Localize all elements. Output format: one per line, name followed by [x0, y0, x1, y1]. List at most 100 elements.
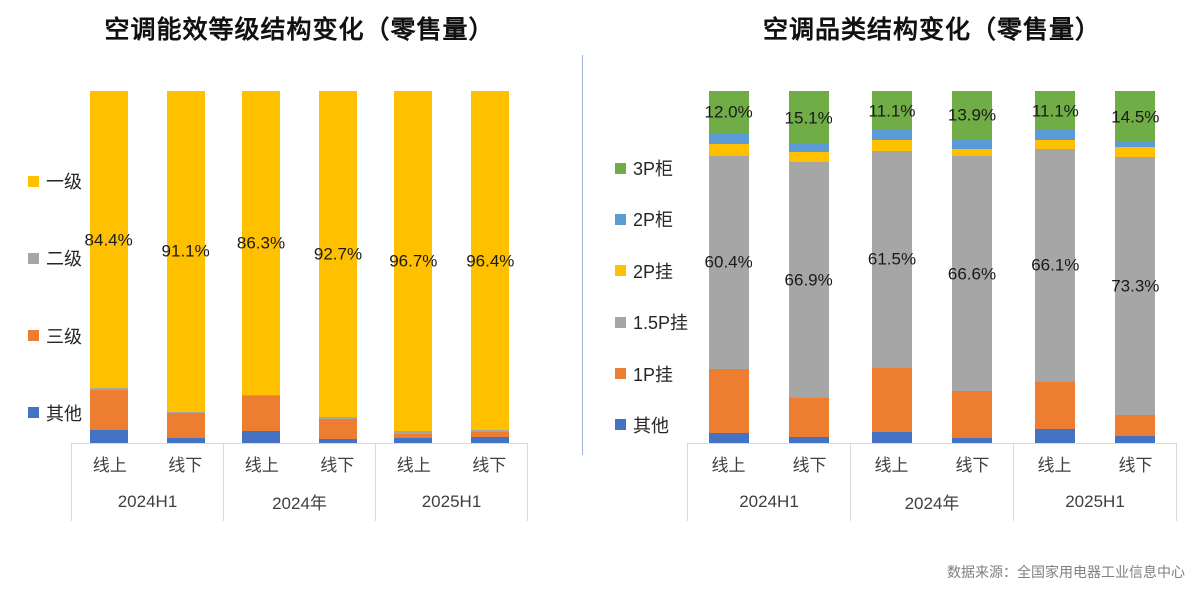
legend-label: 1P挂 — [633, 364, 674, 385]
bar-segment-二级 — [318, 417, 357, 420]
bar-segment-1.5P挂 — [1035, 149, 1076, 382]
bar-segment-三级 — [394, 433, 433, 439]
category-axis: 线上 线下 2024H1 线上 线下 2024年 线上 线下 2025H1 — [687, 443, 1177, 521]
stacked-bar: 96.4% — [466, 91, 514, 443]
bar-segment-其他 — [89, 429, 128, 443]
stacked-bar: 91.1% — [162, 91, 210, 443]
stacked-bar: 60.4% 12.0% — [705, 91, 753, 443]
bar-segment-一级 — [166, 91, 205, 412]
legend-label: 其他 — [46, 403, 82, 424]
data-label: 86.3% — [236, 233, 286, 253]
bar-segment-2P柜 — [1035, 130, 1076, 140]
legend-item: 1P挂 — [615, 363, 688, 385]
bar-segment-2P柜 — [951, 139, 992, 149]
axis-sublabel: 线下 — [320, 455, 355, 475]
data-label: 96.4% — [466, 251, 515, 271]
axis-group: 线上 线下 2024年 — [850, 444, 1013, 521]
legend-item: 2P挂 — [615, 260, 688, 282]
axis-sublabel: 线下 — [955, 455, 990, 475]
bar-segment-其他 — [1115, 436, 1156, 443]
legend-item: 其他 — [28, 402, 82, 424]
legend-item: 二级 — [28, 247, 82, 269]
bar-group: 61.5% 11.1% 66.6% 13.9% — [850, 91, 1013, 443]
stacked-bar: 86.3% — [237, 91, 285, 443]
bar-segment-1.5P挂 — [951, 156, 992, 391]
legend-label: 三级 — [46, 326, 82, 347]
bar-segment-1P挂 — [871, 367, 912, 433]
legend-swatch-icon — [615, 265, 626, 277]
axis-sublabel: 线下 — [1118, 455, 1153, 475]
bar-segment-3P柜 — [871, 91, 912, 131]
bar-segment-2P挂 — [708, 144, 749, 157]
bar-segment-一级 — [394, 91, 433, 432]
data-label: 14.5% — [1111, 107, 1160, 127]
bar-segment-3P柜 — [1115, 91, 1156, 143]
bar-segment-1P挂 — [1035, 381, 1076, 429]
data-label: 61.5% — [867, 249, 917, 269]
data-label: 11.1% — [1031, 101, 1079, 121]
bar-segment-3P柜 — [708, 91, 749, 134]
bar-segment-其他 — [1035, 428, 1076, 443]
axis-sublabel: 线下 — [792, 455, 827, 475]
bar-segment-其他 — [951, 438, 992, 443]
legend-label: 一级 — [46, 172, 82, 192]
bar-segment-二级 — [89, 388, 128, 390]
stacked-bar: 92.7% — [314, 91, 362, 443]
bar-group: 86.3% 92.7% — [223, 91, 375, 443]
bar-segment-2P挂 — [788, 152, 829, 163]
bar-segment-三级 — [241, 396, 280, 432]
bar-segment-一级 — [241, 91, 280, 395]
chart-panel-product-category: 空调品类结构变化（零售量） 3P柜 2P柜 2P挂 1.5P挂 1P挂 其他 60.4% 1… — [590, 0, 1200, 593]
bar-segment-一级 — [471, 91, 510, 431]
axis-group-label: 2024H1 — [739, 491, 799, 511]
legend: 3P柜 2P柜 2P挂 1.5P挂 1P挂 其他 — [615, 157, 688, 436]
axis-group-label: 2025H1 — [1065, 491, 1125, 511]
stacked-bar: 73.3% 14.5% — [1111, 91, 1159, 443]
axis-sublabel: 线下 — [472, 455, 507, 475]
bar-segment-1P挂 — [1115, 415, 1156, 437]
axis-group: 线上 线下 2025H1 — [1013, 444, 1177, 521]
stacked-bar: 66.6% 13.9% — [948, 91, 996, 443]
bar-group: 66.1% 11.1% 73.3% 14.5% — [1014, 91, 1177, 443]
bar-segment-其他 — [241, 431, 280, 443]
data-label: 11.1% — [868, 101, 916, 121]
axis-group-label: 2024年 — [272, 494, 327, 513]
bar-segment-1.5P挂 — [871, 151, 912, 368]
stacked-bar: 61.5% 11.1% — [868, 91, 916, 443]
data-label: 92.7% — [313, 244, 363, 264]
axis-sublabel-row: 线上 线下 — [376, 444, 527, 482]
legend-label: 2P柜 — [633, 210, 674, 231]
chart-title: 空调品类结构变化（零售量） — [762, 16, 1101, 44]
bar-segment-二级 — [166, 411, 205, 413]
bar-segment-1P挂 — [708, 368, 749, 434]
bar-segment-2P柜 — [788, 144, 829, 153]
legend-swatch-icon — [28, 252, 39, 264]
bar-segment-1P挂 — [951, 390, 992, 439]
data-label: 66.9% — [784, 270, 833, 290]
axis-sublabel-row: 线上 线下 — [72, 444, 223, 482]
plot-area: 60.4% 12.0% 66.9% 15.1% 61.5% 11.1% 66.6% 13.9%… — [687, 91, 1177, 443]
legend-item: 2P柜 — [615, 208, 688, 230]
legend-swatch-icon — [615, 419, 626, 431]
bar-segment-二级 — [471, 430, 510, 433]
data-label: 66.6% — [947, 264, 997, 284]
axis-sublabel: 线上 — [396, 455, 431, 475]
legend-swatch-icon — [615, 213, 626, 225]
axis-group: 线上 线下 2024H1 — [687, 444, 850, 521]
bar-group: 60.4% 12.0% 66.9% 15.1% — [687, 91, 850, 443]
axis-sublabel: 线上 — [711, 455, 746, 475]
legend-swatch-icon — [28, 175, 39, 187]
bar-segment-二级 — [241, 394, 280, 397]
bar-segment-2P柜 — [871, 130, 912, 140]
bar-segment-三级 — [89, 389, 128, 430]
bar-segment-3P柜 — [788, 91, 829, 145]
axis-sublabel-row: 线上 线下 — [224, 444, 375, 482]
bar-segment-其他 — [318, 438, 357, 443]
axis-group: 线上 线下 2025H1 — [375, 444, 528, 521]
axis-sublabel-row: 线上 线下 — [688, 444, 850, 482]
bar-group: 84.4% 91.1% — [71, 91, 223, 443]
bar-segment-1P挂 — [788, 397, 829, 438]
legend-item: 3P柜 — [615, 157, 688, 179]
bar-segment-其他 — [166, 438, 205, 443]
axis-sublabel: 线下 — [168, 455, 203, 475]
